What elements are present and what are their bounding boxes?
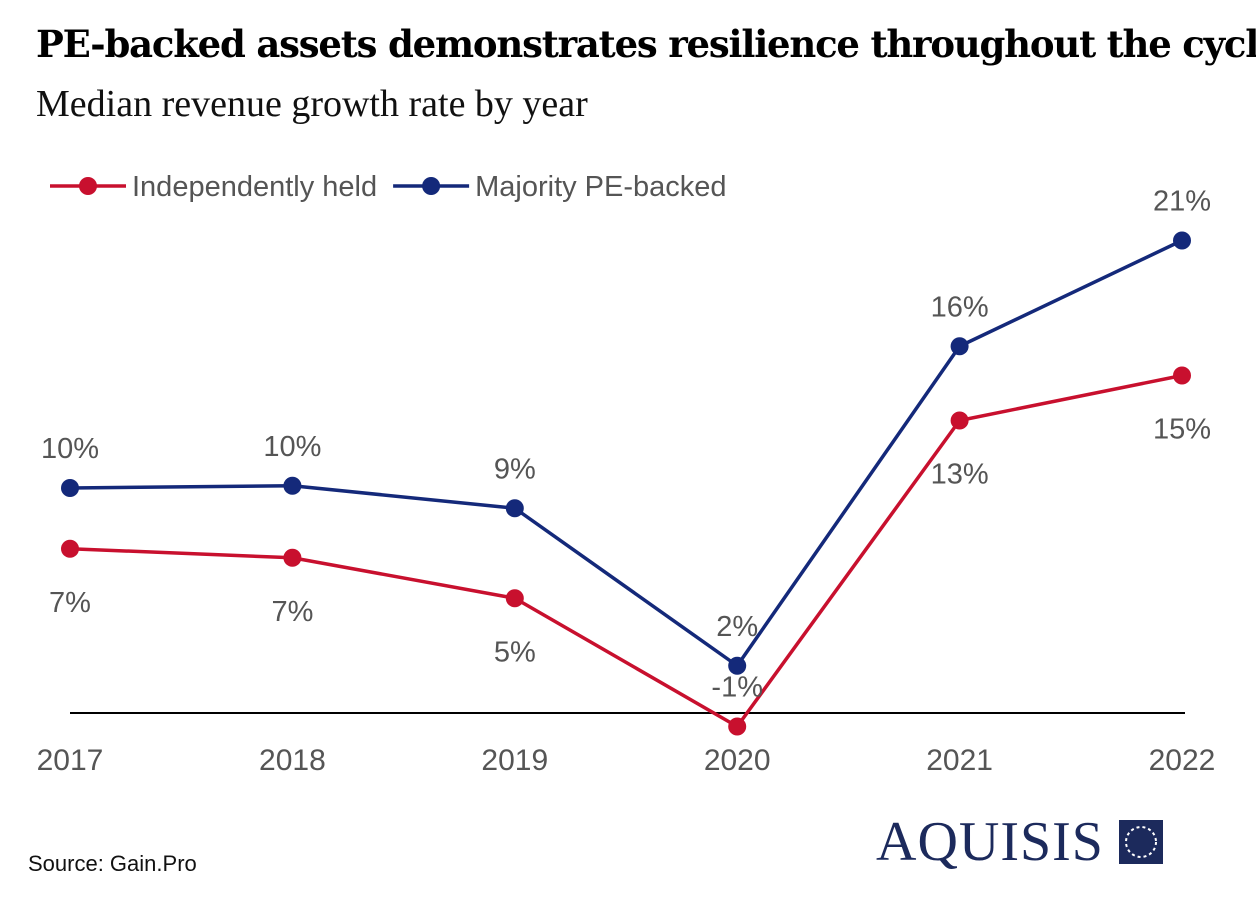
series-line-majority-pe-backed <box>69 238 1183 668</box>
legend-label: Independently held <box>132 171 377 203</box>
aquisis-logo: AQUISIS <box>876 814 1164 870</box>
legend-marker <box>422 177 441 195</box>
data-point-majority-pe-backed <box>950 337 969 356</box>
legend-item-independently-held: Independently held <box>50 171 377 203</box>
logo-mark-icon <box>1118 820 1163 864</box>
data-label-independently-held: 5% <box>494 636 536 668</box>
data-label-majority-pe-backed: 21% <box>1153 186 1211 218</box>
data-point-independently-held <box>1173 366 1191 385</box>
data-point-independently-held <box>61 539 79 558</box>
chart-subtitle: Median revenue growth rate by year <box>36 83 588 125</box>
data-label-independently-held: -1% <box>711 672 763 704</box>
legend-label: Majority PE-backed <box>475 171 726 203</box>
data-labels: 7% 7% 5% -1% 13% 15% 10% 10% 9% 2% 16% 21% <box>41 186 1211 704</box>
data-label-independently-held: 15% <box>1153 414 1211 446</box>
data-point-majority-pe-backed <box>283 476 302 495</box>
data-label-majority-pe-backed: 10% <box>41 433 99 465</box>
source-note: Source: Gain.Pro <box>28 851 197 876</box>
x-axis-ticks: 2017 2018 2019 2020 2021 2022 <box>37 744 1216 777</box>
x-tick-label: 2020 <box>704 744 771 777</box>
data-point-majority-pe-backed <box>1173 231 1191 250</box>
x-tick-label: 2017 <box>37 744 104 777</box>
series-line-independently-held <box>69 373 1183 729</box>
legend-marker <box>79 177 97 195</box>
legend-item-majority-pe-backed: Majority PE-backed <box>393 171 727 203</box>
data-label-majority-pe-backed: 2% <box>716 611 758 643</box>
chart-title: PE-backed assets demonstrates resilience… <box>36 22 1256 66</box>
series-layer <box>61 231 1191 736</box>
data-label-majority-pe-backed: 9% <box>494 453 536 485</box>
data-label-majority-pe-backed: 10% <box>263 431 321 463</box>
data-point-majority-pe-backed <box>61 479 79 497</box>
data-point-independently-held <box>728 717 747 736</box>
logo-text: AQUISIS <box>876 811 1104 873</box>
x-tick-label: 2021 <box>926 744 993 777</box>
data-point-independently-held <box>505 589 524 608</box>
x-tick-label: 2022 <box>1149 744 1216 777</box>
data-point-majority-pe-backed <box>728 656 747 675</box>
data-label-independently-held: 13% <box>931 459 989 491</box>
x-tick-label: 2019 <box>481 744 548 777</box>
x-tick-label: 2018 <box>259 744 326 777</box>
data-point-independently-held <box>283 548 302 567</box>
data-point-independently-held <box>950 411 969 430</box>
data-point-majority-pe-backed <box>505 499 524 518</box>
data-label-independently-held: 7% <box>49 587 91 619</box>
legend: Independently held Majority PE-backed <box>50 171 727 203</box>
data-label-majority-pe-backed: 16% <box>931 291 989 323</box>
data-label-independently-held: 7% <box>271 596 313 628</box>
